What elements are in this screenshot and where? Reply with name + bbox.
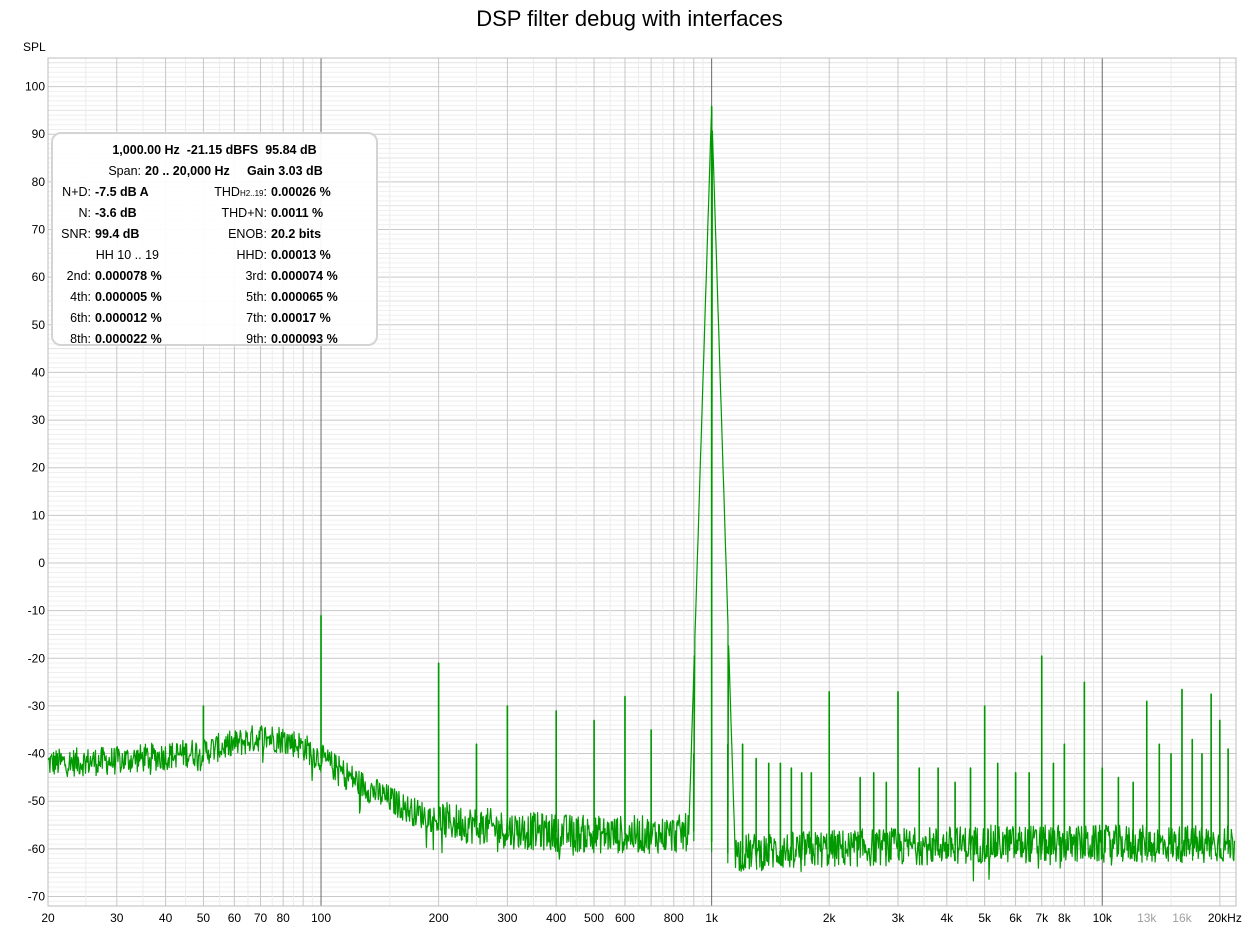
plot-frame	[47, 57, 1237, 907]
y-tick-label: -50	[28, 794, 46, 808]
y-tick-label: -40	[28, 747, 46, 761]
stats-span-row: Span: 20 .. 20,000 Hz Gain 3.03 dB	[53, 161, 376, 182]
stat-label-left: N+D:	[62, 185, 91, 199]
y-tick-label: 50	[32, 318, 46, 332]
chart-title: DSP filter debug with interfaces	[476, 6, 783, 31]
stats-row: N+D: -7.5 dB A THDH2..19: 0.00026 %	[53, 182, 376, 203]
gain-value: Gain 3.03 dB	[247, 164, 323, 178]
y-tick-label: 10	[32, 508, 46, 522]
stat-value-right: 0.0011 %	[271, 206, 324, 220]
stats-row: N: -3.6 dB THD+N: 0.0011 %	[53, 203, 376, 224]
y-tick-label: 80	[32, 175, 46, 189]
stat-value-right: 0.00026 %	[271, 185, 331, 199]
stat-value-left: 0.000078 %	[95, 269, 162, 283]
y-tick-label: -10	[28, 604, 46, 618]
stats-row: HH 10 .. 19 HHD: 0.00013 %	[53, 245, 376, 266]
x-tick-label: 7k	[1035, 911, 1049, 925]
x-tick-label: 600	[615, 911, 635, 925]
stat-value-left: 0.000012 %	[95, 311, 162, 325]
y-tick-label: 100	[25, 80, 45, 94]
stat-value-right: 0.000065 %	[271, 290, 338, 304]
x-tick-label: 40	[159, 911, 173, 925]
stat-label-right: ENOB:	[228, 227, 267, 241]
x-tick-label: 20kHz	[1208, 911, 1242, 925]
stat-value-left: -7.5 dB A	[95, 185, 149, 199]
stats-row: 8th: 0.000022 % 9th: 0.000093 %	[53, 329, 376, 350]
stats-row: 4th: 0.000005 % 5th: 0.000065 %	[53, 287, 376, 308]
stat-label-right: 7th:	[246, 311, 267, 325]
stat-label-right: HHD:	[236, 248, 267, 262]
x-tick-label: 8k	[1058, 911, 1072, 925]
spectrum-line	[47, 105, 1236, 882]
y-tick-label: -30	[28, 699, 46, 713]
x-tick-label: 2k	[823, 911, 837, 925]
stat-value-right: 0.00017 %	[271, 311, 331, 325]
y-tick-label: 90	[32, 127, 46, 141]
x-tick-label: 16k	[1172, 911, 1192, 925]
y-tick-label: 70	[32, 223, 46, 237]
stat-value-right: 0.000093 %	[271, 332, 338, 346]
stat-value-right: 0.00013 %	[271, 248, 331, 262]
series-layer	[47, 105, 1236, 882]
stat-value-right: 0.000074 %	[271, 269, 338, 283]
stat-label-right: 9th:	[246, 332, 267, 346]
x-tick-label: 200	[429, 911, 449, 925]
x-tick-label: 6k	[1009, 911, 1023, 925]
stat-value-left: 0.000022 %	[95, 332, 162, 346]
stat-label-left: 8th:	[70, 332, 91, 346]
stat-label-left: 6th:	[70, 311, 91, 325]
stat-label-left: SNR:	[61, 227, 91, 241]
x-tick-label: 5k	[978, 911, 992, 925]
x-tick-label: 500	[584, 911, 604, 925]
y-tick-label: 60	[32, 270, 46, 284]
x-tick-label: 1k	[705, 911, 719, 925]
stat-label-right: THD+N:	[221, 206, 268, 220]
y-tick-label: -20	[28, 651, 46, 665]
x-tick-label: 80	[276, 911, 290, 925]
span-value: 20 .. 20,000 Hz	[145, 164, 230, 178]
stat-value-left: -3.6 dB	[95, 206, 137, 220]
y-tick-label: 0	[38, 556, 45, 570]
x-tick-label: 10k	[1093, 911, 1113, 925]
y-tick-label: 20	[32, 461, 46, 475]
y-tick-labels: 1009080706050403020100-10-20-30-40-50-60…	[25, 80, 45, 904]
stats-row: 2nd: 0.000078 % 3rd: 0.000074 %	[53, 266, 376, 287]
y-tick-label: -60	[28, 842, 46, 856]
stat-label-right: THDH2..19:	[214, 185, 267, 199]
measurement-stats-panel: 1,000.00 Hz -21.15 dBFS 95.84 dB Span: 2…	[51, 132, 378, 346]
stat-label-left: 4th:	[70, 290, 91, 304]
y-tick-label: -70	[28, 889, 46, 903]
span-label: Span:	[108, 164, 141, 178]
x-tick-label: 4k	[940, 911, 954, 925]
stat-value-left: 0.000005 %	[95, 290, 162, 304]
x-tick-label: 800	[664, 911, 684, 925]
x-tick-label: 60	[228, 911, 242, 925]
x-tick-label: 400	[546, 911, 566, 925]
x-tick-label: 70	[254, 911, 268, 925]
stat-label-left: HH 10 .. 19	[95, 248, 159, 262]
x-tick-label: 20	[41, 911, 55, 925]
stat-label-right: 3rd:	[245, 269, 267, 283]
x-tick-label: 30	[110, 911, 124, 925]
x-tick-label: 300	[497, 911, 517, 925]
stat-label-left: 2nd:	[66, 269, 91, 283]
stats-row: 6th: 0.000012 % 7th: 0.00017 %	[53, 308, 376, 329]
stat-value-right: 20.2 bits	[271, 227, 322, 241]
x-tick-label: 13k	[1137, 911, 1157, 925]
stats-row: SNR: 99.4 dB ENOB: 20.2 bits	[53, 224, 376, 245]
stat-label-right: 5th:	[246, 290, 267, 304]
stat-value-left: 99.4 dB	[95, 227, 140, 241]
x-tick-label: 50	[197, 911, 211, 925]
stat-label-left: N:	[78, 206, 92, 220]
y-tick-label: 30	[32, 413, 46, 427]
x-tick-labels: 20 30 40 50 60 70 80 100 200 300 400 500 600 800 1k 2k 3…	[41, 911, 1242, 925]
x-tick-label: 3k	[892, 911, 906, 925]
y-tick-label: 40	[32, 365, 46, 379]
stats-header-line: 1,000.00 Hz -21.15 dBFS 95.84 dB	[112, 143, 317, 157]
stats-header-row: 1,000.00 Hz -21.15 dBFS 95.84 dB	[53, 140, 376, 161]
x-tick-label: 100	[311, 911, 331, 925]
y-axis-label: SPL	[23, 40, 46, 54]
